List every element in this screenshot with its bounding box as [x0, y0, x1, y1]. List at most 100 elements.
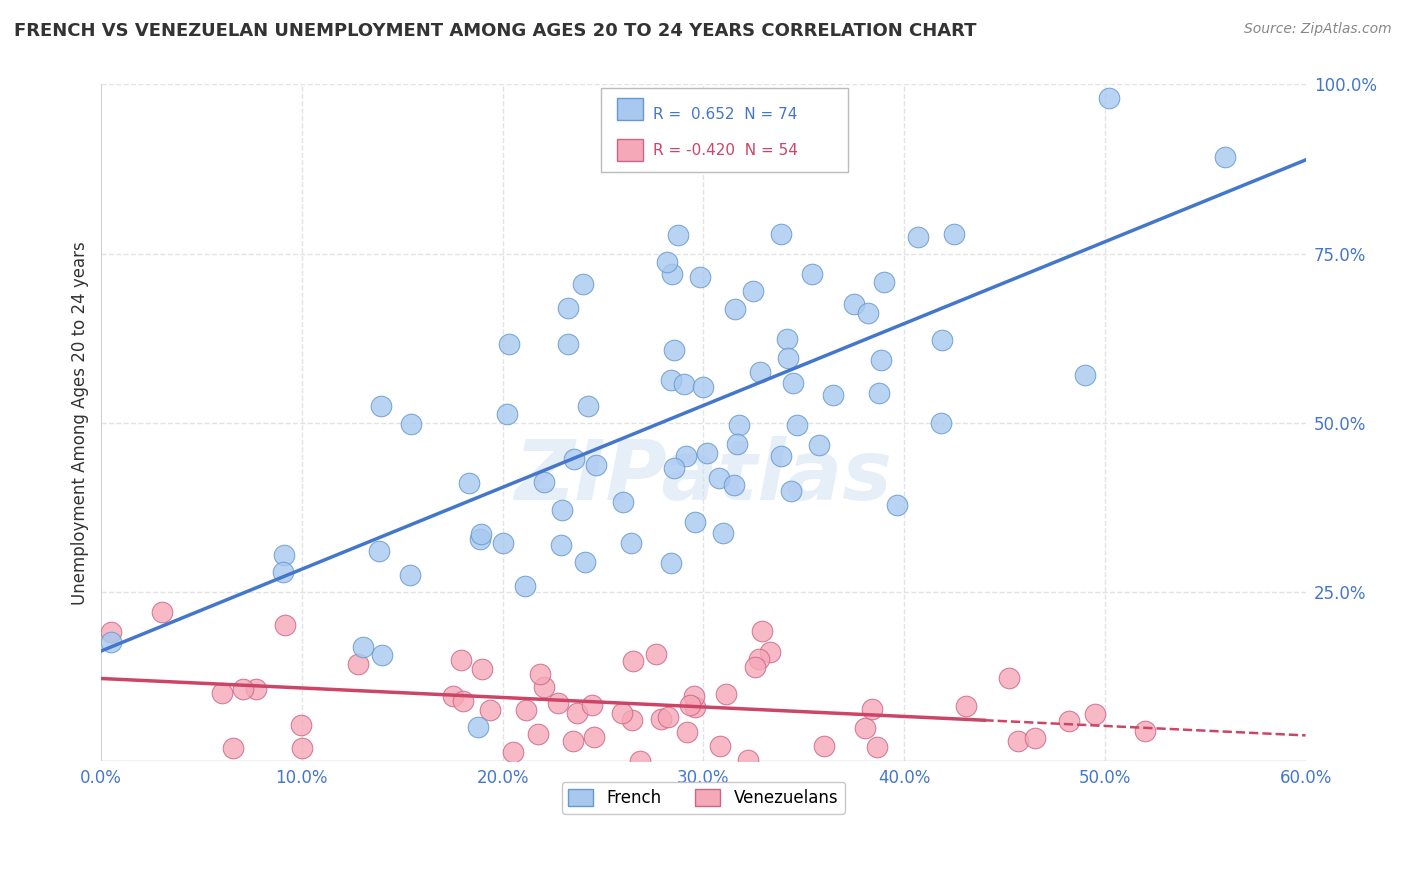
Point [457, 475, 479, 490]
Point [758, 645, 780, 659]
Point [581, 698, 603, 713]
Point [453, 693, 475, 707]
Point [562, 452, 585, 467]
Legend: French, Venezuelans: French, Venezuelans [562, 782, 845, 814]
Point [576, 399, 599, 413]
Point [943, 227, 966, 241]
Point [1074, 368, 1097, 382]
Text: R =  0.652  N = 74: R = 0.652 N = 74 [652, 107, 797, 122]
Point [644, 647, 666, 661]
Point [621, 713, 644, 727]
Point [612, 495, 634, 509]
Point [347, 657, 370, 672]
Point [550, 538, 572, 552]
Point [467, 720, 489, 734]
Point [748, 652, 770, 666]
Point [492, 536, 515, 550]
Point [100, 634, 122, 648]
Point [352, 640, 374, 655]
Point [450, 653, 472, 667]
Point [1084, 706, 1107, 721]
Point [550, 503, 572, 517]
Point [572, 277, 595, 292]
Point [1057, 714, 1080, 729]
Point [526, 727, 548, 741]
Point [498, 337, 520, 351]
Point [770, 227, 793, 241]
Point [567, 706, 589, 721]
Point [399, 417, 422, 431]
Point [1133, 724, 1156, 739]
Point [683, 689, 706, 703]
Point [770, 449, 793, 463]
Point [232, 682, 254, 697]
Point [683, 700, 706, 714]
Point [371, 648, 394, 662]
Point [664, 343, 686, 358]
Point [211, 685, 233, 699]
Point [744, 659, 766, 673]
Point [657, 710, 679, 724]
Point [823, 388, 845, 402]
Point [679, 698, 702, 712]
Point [858, 306, 880, 320]
Point [502, 745, 524, 759]
Point [557, 337, 579, 351]
FancyBboxPatch shape [600, 87, 848, 172]
Point [621, 654, 644, 668]
Point [150, 605, 173, 619]
Point [661, 268, 683, 282]
Point [585, 458, 607, 473]
Point [692, 380, 714, 394]
Point [737, 753, 759, 767]
Point [741, 284, 763, 298]
Point [1024, 731, 1046, 745]
FancyBboxPatch shape [617, 139, 643, 161]
Point [748, 365, 770, 379]
Point [612, 706, 634, 720]
FancyBboxPatch shape [617, 98, 643, 120]
Point [533, 475, 555, 490]
Point [868, 386, 890, 401]
Point [291, 741, 314, 756]
Point [659, 373, 682, 387]
Point [955, 699, 977, 714]
Point [547, 696, 569, 710]
Point [290, 718, 312, 732]
Point [562, 734, 585, 748]
Point [245, 681, 267, 696]
Text: Source: ZipAtlas.com: Source: ZipAtlas.com [1244, 22, 1392, 37]
Point [557, 301, 579, 315]
Text: R = -0.420  N = 54: R = -0.420 N = 54 [652, 143, 797, 158]
Point [931, 334, 953, 348]
Point [636, 142, 658, 156]
Point [808, 438, 831, 452]
Point [844, 296, 866, 310]
Point [725, 437, 748, 451]
Point [801, 268, 824, 282]
Point [367, 544, 389, 558]
Point [675, 449, 697, 463]
Point [470, 527, 492, 541]
Point [696, 446, 718, 460]
Point [620, 536, 643, 550]
Point [441, 689, 464, 703]
Point [1213, 150, 1236, 164]
Text: FRENCH VS VENEZUELAN UNEMPLOYMENT AMONG AGES 20 TO 24 YEARS CORRELATION CHART: FRENCH VS VENEZUELAN UNEMPLOYMENT AMONG … [14, 22, 977, 40]
Point [661, 556, 683, 570]
Point [853, 721, 876, 735]
Point [533, 680, 555, 694]
Point [778, 351, 800, 366]
Point [513, 579, 536, 593]
Point [782, 376, 804, 390]
Point [274, 618, 297, 632]
Point [582, 730, 605, 744]
Point [786, 417, 808, 432]
Point [866, 740, 889, 755]
Point [751, 624, 773, 638]
Point [495, 407, 517, 421]
Point [873, 275, 896, 289]
Point [929, 416, 952, 430]
Point [657, 254, 679, 268]
Point [529, 667, 551, 681]
